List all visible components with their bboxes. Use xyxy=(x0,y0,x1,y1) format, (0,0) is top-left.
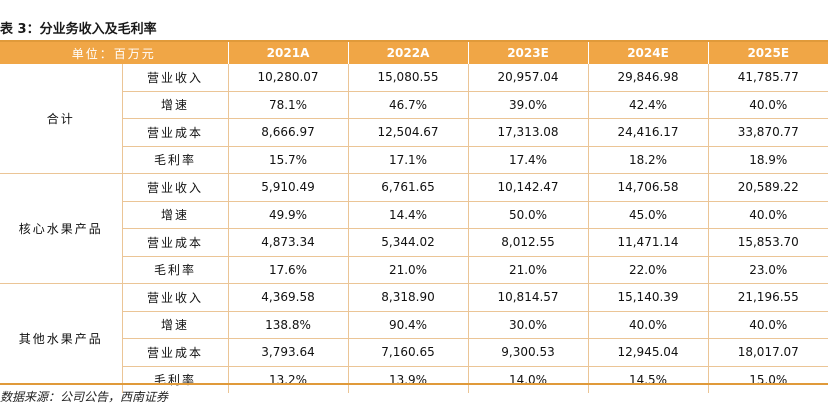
value-cell: 15.0% xyxy=(749,372,788,387)
value-cell: 39.0% xyxy=(468,91,589,119)
year-header: 2024E xyxy=(588,42,709,64)
value-cell: 24,416.17 xyxy=(588,118,709,147)
metric-label: 营业收入 xyxy=(122,283,229,312)
value-cell: 17.1% xyxy=(348,146,469,174)
value-cell: 12,945.04 xyxy=(588,338,709,367)
value-cell: 90.4% xyxy=(348,311,469,339)
metric-label: 营业成本 xyxy=(122,338,229,367)
value-cell: 30.0% xyxy=(468,311,589,339)
value-cell: 21.0% xyxy=(348,256,469,284)
value-cell: 14.5% xyxy=(588,366,709,393)
header-row: 单位：百万元 2021A 2022A 2023E 2024E 2025E xyxy=(0,42,829,64)
table-row: 增速 49.9% 14.4% 50.0% 45.0% 40.0% xyxy=(0,201,829,229)
value-cell: 15.7% xyxy=(228,146,349,174)
value-cell: 23.0% xyxy=(708,256,829,284)
value-cell: 10,280.07 xyxy=(228,64,349,92)
value-cell: 5,344.02 xyxy=(348,228,469,257)
value-cell: 45.0% xyxy=(588,201,709,229)
bottom-rule xyxy=(0,383,828,385)
unit-header: 单位：百万元 xyxy=(0,42,229,64)
metric-label: 营业成本 xyxy=(122,118,229,147)
value-cell: 14.4% xyxy=(348,201,469,229)
table-row: 毛利率 17.6% 21.0% 21.0% 22.0% 23.0% xyxy=(0,256,829,284)
metric-label: 增速 xyxy=(122,201,229,229)
metric-label: 营业收入 xyxy=(122,64,229,92)
table-row: 合计 营业收入 10,280.07 15,080.55 20,957.04 29… xyxy=(0,64,829,174)
metric-label: 增速 xyxy=(122,311,229,339)
group-label: 核心水果产品 xyxy=(0,173,123,284)
value-cell: 40.0% xyxy=(708,201,829,229)
value-cell: 17.4% xyxy=(468,146,589,174)
value-cell: 12,504.67 xyxy=(348,118,469,147)
table-row: 核心水果产品 营业收入 5,910.49 6,761.65 10,142.47 … xyxy=(0,173,829,284)
year-header: 2025E xyxy=(708,42,829,64)
year-header: 2022A xyxy=(348,42,469,64)
value-cell: 29,846.98 xyxy=(588,64,709,92)
value-cell: 17,313.08 xyxy=(468,118,589,147)
top-rule xyxy=(0,40,828,42)
value-cell: 40.0% xyxy=(708,311,829,339)
value-cell: 8,666.97 xyxy=(228,118,349,147)
table-caption: 表 3：分业务收入及毛利率 xyxy=(0,22,157,37)
value-cell: 46.7% xyxy=(348,91,469,119)
value-cell: 5,910.49 xyxy=(228,173,349,202)
value-cell: 22.0% xyxy=(588,256,709,284)
value-cell: 4,369.58 xyxy=(228,283,349,312)
value-cell: 21.0% xyxy=(468,256,589,284)
value-cell: 10,814.57 xyxy=(468,283,589,312)
value-cell: 15,853.70 xyxy=(708,228,829,257)
table-row: 增速 78.1% 46.7% 39.0% 42.4% 40.0% xyxy=(0,91,829,119)
year-header: 2023E xyxy=(468,42,589,64)
value-cell: 33,870.77 xyxy=(708,118,829,147)
value-cell: 11,471.14 xyxy=(588,228,709,257)
source-note: 数据来源：公司公告，西南证券 xyxy=(0,390,169,404)
value-cell: 18.2% xyxy=(588,146,709,174)
metric-label: 毛利率 xyxy=(122,146,229,174)
value-cell: 78.1% xyxy=(228,91,349,119)
value-cell: 20,589.22 xyxy=(708,173,829,202)
value-cell: 50.0% xyxy=(468,201,589,229)
table-row: 营业成本 3,793.64 7,160.65 9,300.53 12,945.0… xyxy=(0,338,829,367)
group-label: 合计 xyxy=(0,64,123,174)
value-cell: 8,318.90 xyxy=(348,283,469,312)
value-cell: 9,300.53 xyxy=(468,338,589,367)
metric-label: 营业收入 xyxy=(122,173,229,202)
value-cell: 18.9% xyxy=(708,146,829,174)
value-cell: 21,196.55 xyxy=(708,283,829,312)
metric-label: 营业成本 xyxy=(122,228,229,257)
value-cell: 10,142.47 xyxy=(468,173,589,202)
value-cell: 40.0% xyxy=(588,311,709,339)
table-row: 营业成本 4,873.34 5,344.02 8,012.55 11,471.1… xyxy=(0,228,829,257)
value-cell: 14,706.58 xyxy=(588,173,709,202)
value-cell: 15,080.55 xyxy=(348,64,469,92)
value-cell: 13.9% xyxy=(348,366,469,393)
value-cell: 17.6% xyxy=(228,256,349,284)
value-cell: 49.9% xyxy=(228,201,349,229)
value-cell: 4,873.34 xyxy=(228,228,349,257)
table-row: 增速 138.8% 90.4% 30.0% 40.0% 40.0% xyxy=(0,311,829,339)
value-cell: 6,761.65 xyxy=(348,173,469,202)
table-row: 营业成本 8,666.97 12,504.67 17,313.08 24,416… xyxy=(0,118,829,147)
value-cell: 14.0% xyxy=(468,366,589,393)
value-cell: 138.8% xyxy=(228,311,349,339)
value-cell: 40.0% xyxy=(708,91,829,119)
metric-label: 增速 xyxy=(122,91,229,119)
value-cell: 15,140.39 xyxy=(588,283,709,312)
value-cell: 18,017.07 xyxy=(708,338,829,367)
value-cell: 20,957.04 xyxy=(468,64,589,92)
group-label: 其他水果产品 xyxy=(0,283,123,393)
year-header: 2021A xyxy=(228,42,349,64)
table-row: 毛利率 15.7% 17.1% 17.4% 18.2% 18.9% xyxy=(0,146,829,174)
value-cell: 7,160.65 xyxy=(348,338,469,367)
value-cell: 42.4% xyxy=(588,91,709,119)
metric-label: 毛利率 xyxy=(122,256,229,284)
revenue-margin-table: 单位：百万元 2021A 2022A 2023E 2024E 2025E 合计 … xyxy=(0,42,829,393)
value-cell: 41,785.77 xyxy=(708,64,829,92)
value-cell: 8,012.55 xyxy=(468,228,589,257)
value-cell: 13.2% xyxy=(228,366,349,393)
value-cell: 3,793.64 xyxy=(228,338,349,367)
table-row: 其他水果产品 营业收入 4,369.58 8,318.90 10,814.57 … xyxy=(0,283,829,393)
